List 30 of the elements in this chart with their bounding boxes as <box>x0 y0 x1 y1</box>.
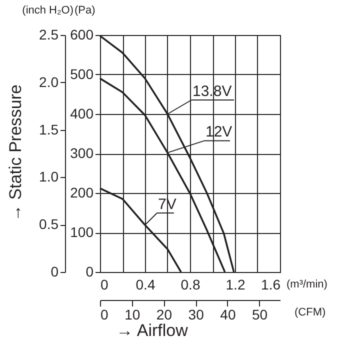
x2-tick-label: 40 <box>220 306 236 322</box>
y-axis-title: (Pa) <box>74 4 96 16</box>
y-tick-label: 300 <box>70 145 94 161</box>
x2-tick-label: 30 <box>188 306 204 322</box>
y2-tick-label: 2.0 <box>39 74 59 90</box>
x-tick-label: 0.4 <box>136 276 156 292</box>
x2-axis-title: (CFM) <box>294 306 326 318</box>
y-tick-label: 500 <box>70 66 94 82</box>
x-axis-title: (m³/min) <box>286 278 328 290</box>
x-tick-label: 0.8 <box>180 276 200 292</box>
x2-tick-label: 10 <box>124 306 140 322</box>
x-tick-label: 1.2 <box>226 276 246 292</box>
y2-axis-title: (inch H₂O) <box>22 4 74 16</box>
y2-tick-label: 0 <box>50 264 59 280</box>
text: → Static Pressure <box>6 84 25 222</box>
y-tick-label: 0 <box>86 264 94 280</box>
x2-tick-label: 50 <box>252 306 268 322</box>
x2-tick-label: 20 <box>156 306 172 322</box>
y-tick-label: 100 <box>70 224 94 240</box>
text: → Airflow <box>116 321 189 340</box>
y-tick-label: 400 <box>70 106 94 122</box>
x-tick-label: 1.6 <box>261 276 281 292</box>
y2-tick-label: 1.0 <box>39 168 59 185</box>
x2-tick-label: 0 <box>100 306 108 322</box>
y-tick-label: 600 <box>70 26 94 42</box>
y2-tick-label: 2.5 <box>39 26 59 42</box>
y2-tick-label: 1.5 <box>39 121 59 138</box>
x-tick-label: 0 <box>100 276 108 292</box>
y-tick-label: 200 <box>70 184 94 200</box>
y2-tick-label: 0.5 <box>39 216 59 232</box>
